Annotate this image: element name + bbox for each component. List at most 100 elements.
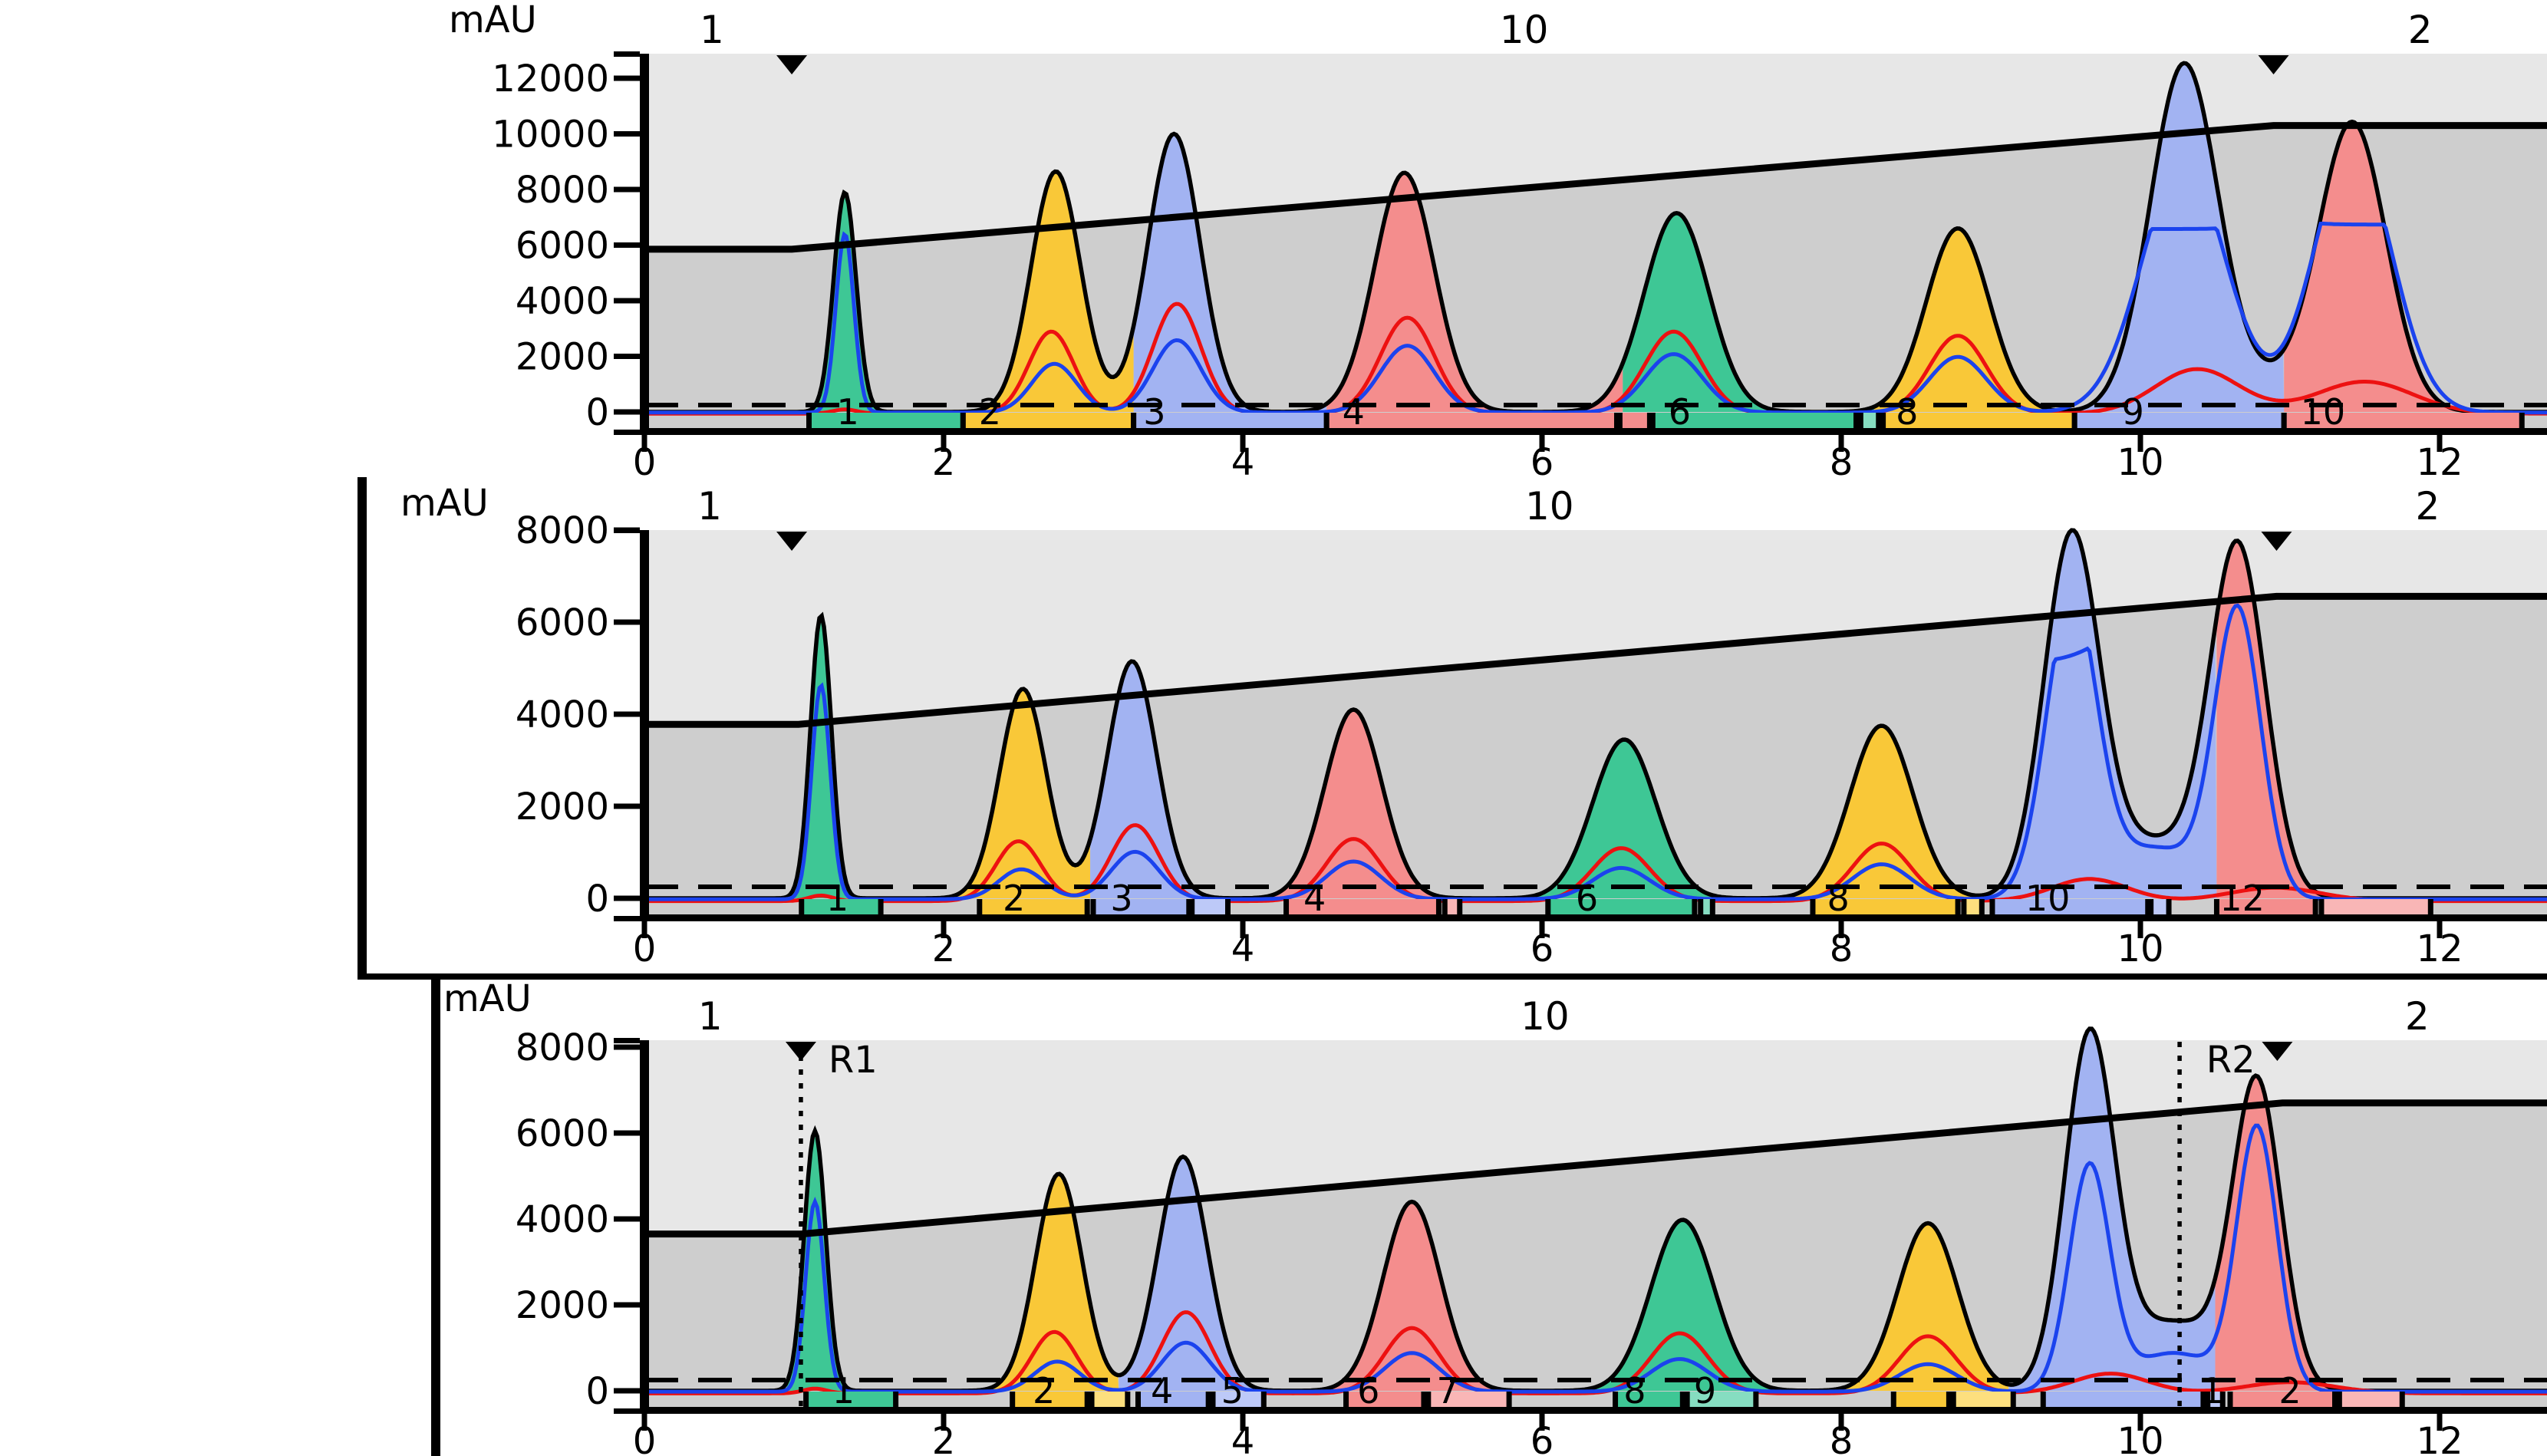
x-axis-tick: [1240, 921, 1246, 938]
fraction-band-segment[interactable]: [1286, 899, 1439, 914]
fraction-band-separator: [1084, 899, 1090, 914]
fraction-number-label: 6: [1669, 391, 1691, 433]
peak-fill-yellow: [1781, 726, 1987, 898]
fraction-band-segment[interactable]: [979, 899, 1088, 914]
y-axis-tick-label: 4000: [516, 693, 609, 736]
fraction-band-segment[interactable]: [1547, 899, 1695, 914]
fraction-band-segment[interactable]: [806, 1392, 896, 1407]
y-axis-tick-label: 2000: [516, 786, 609, 828]
x-axis-line: [640, 1407, 2547, 1414]
fraction-band-separator: [1753, 1392, 1759, 1407]
fraction-band-separator: [2200, 1392, 2206, 1407]
fraction-band-separator: [1684, 1392, 1690, 1407]
fraction-band-separator: [1186, 899, 1192, 914]
fraction-band-segment[interactable]: [1860, 413, 1879, 428]
fraction-band-segment[interactable]: [1652, 413, 1857, 428]
x-axis-tick-label: 12: [2416, 1420, 2463, 1456]
gradient-method-line: [644, 592, 2547, 728]
fraction-band-separator: [1442, 899, 1448, 914]
fraction-band-segment[interactable]: [1445, 899, 1460, 914]
fraction-band-separator: [1613, 1392, 1619, 1407]
x-axis-tick: [1838, 1414, 1844, 1431]
fraction-number-label: 6: [1576, 878, 1598, 919]
y-axis-unit-label: mAU: [400, 482, 489, 525]
peak-fill-red: [1326, 173, 1623, 413]
fraction-band-separator: [2336, 1392, 2342, 1407]
fraction-band-segment[interactable]: [2284, 413, 2522, 428]
fraction-band-segment[interactable]: [1963, 899, 1982, 914]
gradient-marker-triangle-icon: [2258, 55, 2289, 74]
fraction-band-segment[interactable]: [1191, 899, 1228, 914]
fraction-band-segment[interactable]: [809, 413, 964, 428]
fraction-band-segment[interactable]: [963, 413, 1134, 428]
fraction-band-segment[interactable]: [1883, 413, 2075, 428]
fraction-band-separator: [806, 413, 812, 428]
fraction-band-separator: [1089, 1392, 1095, 1407]
y-axis-top-tick: [614, 1038, 640, 1043]
fraction-band-segment[interactable]: [1133, 413, 1327, 428]
y-axis-tick-label: 6000: [516, 601, 609, 644]
fraction-band-segment[interactable]: [1326, 413, 1617, 428]
fraction-band-separator: [1131, 413, 1137, 428]
y-axis-bottom-tick: [614, 1408, 640, 1414]
fraction-band-segment[interactable]: [2207, 1392, 2223, 1407]
fraction-band-separator: [1709, 899, 1715, 914]
fraction-number-label: 1: [2201, 1370, 2223, 1412]
x-axis-tick-label: 10: [2117, 441, 2163, 484]
fraction-band-segment[interactable]: [1687, 1392, 1756, 1407]
fraction-band-segment[interactable]: [1138, 1392, 1209, 1407]
x-axis-tick-label: 8: [1830, 927, 1853, 970]
fraction-band-separator: [2312, 899, 2318, 914]
fraction-band-separator: [1979, 899, 1985, 914]
fraction-band-segment[interactable]: [1953, 1392, 2014, 1407]
fraction-band-segment[interactable]: [1619, 413, 1650, 428]
fraction-band-separator: [2071, 413, 2077, 428]
fraction-band-separator: [1646, 413, 1652, 428]
fraction-number-label: 8: [1623, 1370, 1646, 1412]
fraction-band-segment[interactable]: [1012, 1392, 1088, 1407]
fraction-band-separator: [2213, 899, 2219, 914]
fraction-band-separator: [2148, 899, 2154, 914]
fraction-band-segment[interactable]: [2339, 1392, 2403, 1407]
fraction-number-label: 1: [832, 1370, 855, 1412]
fraction-band-segment[interactable]: [1092, 1392, 1128, 1407]
fraction-band-segment[interactable]: [801, 899, 881, 914]
fraction-band-segment[interactable]: [1428, 1392, 1510, 1407]
fraction-band-segment[interactable]: [2230, 1392, 2335, 1407]
top-scale-label: 10: [1525, 484, 1574, 529]
peak-fill-green: [1623, 212, 1874, 412]
peak-fill-blue: [1119, 1156, 1296, 1391]
x-axis-tick: [2437, 1414, 2443, 1431]
fraction-band-segment[interactable]: [2150, 899, 2170, 914]
y-axis-tick-label: 8000: [516, 169, 609, 212]
fraction-band-separator: [1421, 1392, 1427, 1407]
fraction-band-segment[interactable]: [1615, 1392, 1683, 1407]
fraction-band-separator: [799, 899, 805, 914]
fraction-band-segment[interactable]: [1700, 899, 1713, 914]
x-axis-tick: [1240, 435, 1246, 452]
fraction-band-segment[interactable]: [1812, 899, 1959, 914]
fraction-number-label: 1: [837, 391, 859, 433]
fraction-band-segment[interactable]: [2074, 413, 2285, 428]
fraction-number-label: 2: [1033, 1370, 1055, 1412]
fraction-band-separator: [1135, 1392, 1141, 1407]
fraction-band-separator: [878, 899, 884, 914]
x-axis-tick-label: 0: [633, 441, 657, 484]
fraction-band-segment[interactable]: [1346, 1392, 1424, 1407]
fraction-band-segment[interactable]: [2216, 899, 2316, 914]
top-scale-label: 1: [700, 8, 724, 52]
fraction-band-segment[interactable]: [1893, 1392, 1949, 1407]
fraction-number-label: 10: [2301, 391, 2346, 433]
fraction-band-segment[interactable]: [1213, 1392, 1264, 1407]
top-scale-label: 10: [1500, 8, 1549, 52]
fraction-band-segment[interactable]: [2043, 1392, 2203, 1407]
fraction-band-segment[interactable]: [1992, 899, 2148, 914]
fraction-band-segment[interactable]: [2321, 899, 2431, 914]
fraction-band-separator: [2399, 1392, 2405, 1407]
y-axis-bottom-tick: [614, 916, 640, 921]
fraction-band-separator: [1698, 899, 1704, 914]
fraction-band-segment[interactable]: [1093, 899, 1189, 914]
